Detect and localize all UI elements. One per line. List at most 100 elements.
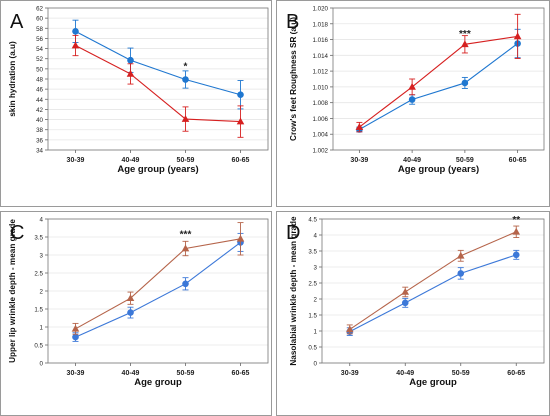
y-axis-title: skin hydration (a.u) bbox=[8, 41, 17, 117]
data-point-triangle bbox=[456, 251, 465, 259]
y-tick-label: 1.010 bbox=[313, 84, 329, 91]
data-point-circle bbox=[127, 56, 134, 64]
data-point-triangle bbox=[513, 32, 522, 40]
y-tick-label: 4 bbox=[40, 217, 44, 224]
y-tick-label: 3 bbox=[40, 253, 44, 260]
series-line-circle bbox=[75, 30, 241, 96]
panel-label: C bbox=[10, 222, 24, 244]
data-point-circle bbox=[127, 309, 134, 316]
x-tick-label: 50-59 bbox=[452, 370, 470, 377]
y-tick-label: 2.5 bbox=[308, 281, 317, 288]
plot-area bbox=[47, 218, 269, 364]
y-tick-label: 1.004 bbox=[313, 132, 329, 139]
data-point-circle bbox=[408, 96, 416, 103]
plot-area bbox=[332, 7, 545, 151]
data-point-circle bbox=[182, 280, 189, 288]
data-point-circle bbox=[457, 270, 465, 277]
data-point-circle bbox=[72, 28, 79, 35]
series-line-circle bbox=[75, 241, 241, 338]
panel-label: A bbox=[10, 11, 24, 33]
y-tick-label: 40 bbox=[36, 117, 43, 124]
y-tick-label: 52 bbox=[36, 56, 43, 63]
y-tick-label: 1.018 bbox=[313, 21, 329, 28]
y-tick-label: 4.5 bbox=[308, 217, 317, 224]
y-tick-label: 1 bbox=[40, 325, 44, 332]
series-line-triangle bbox=[349, 231, 517, 330]
y-tick-label: 1.016 bbox=[313, 37, 329, 44]
y-tick-label: 0.5 bbox=[308, 345, 317, 352]
x-tick-label: 50-59 bbox=[177, 370, 195, 377]
x-tick-label: 40-49 bbox=[122, 157, 140, 164]
significance-marker: *** bbox=[180, 230, 192, 241]
y-tick-label: 0 bbox=[314, 361, 318, 368]
panel-label: D bbox=[286, 222, 300, 244]
series-line-triangle bbox=[75, 238, 241, 330]
y-tick-label: 2 bbox=[40, 289, 44, 296]
x-tick-label: 40-49 bbox=[122, 370, 140, 377]
y-tick-label: 3.5 bbox=[34, 235, 43, 242]
y-tick-label: 38 bbox=[36, 127, 43, 134]
data-point-triangle bbox=[512, 227, 521, 235]
data-point-circle bbox=[512, 251, 520, 259]
significance-marker: *** bbox=[459, 29, 471, 40]
y-tick-label: 1.008 bbox=[313, 100, 329, 107]
data-point-triangle bbox=[126, 294, 135, 301]
x-tick-label: 40-49 bbox=[396, 370, 414, 377]
panel-label: B bbox=[286, 11, 299, 33]
x-tick-label: 50-59 bbox=[177, 157, 195, 164]
y-tick-label: 44 bbox=[36, 97, 43, 104]
y-tick-label: 56 bbox=[36, 36, 43, 43]
data-point-triangle bbox=[355, 123, 364, 130]
y-tick-label: 54 bbox=[36, 46, 43, 53]
data-point-triangle bbox=[345, 325, 354, 333]
x-tick-label: 30-39 bbox=[67, 370, 85, 377]
y-tick-label: 48 bbox=[36, 77, 43, 84]
chart-panel-b: 1.002 1.004 1.006 1.008 1.010 1.012 1.014 1.016… bbox=[276, 0, 550, 207]
data-point-circle bbox=[182, 76, 189, 83]
y-tick-label: 1.006 bbox=[313, 116, 329, 123]
x-tick-label: 40-49 bbox=[403, 157, 421, 164]
data-point-triangle bbox=[236, 117, 245, 125]
data-point-triangle bbox=[401, 287, 410, 295]
x-tick-label: 60-65 bbox=[507, 370, 525, 377]
x-axis-title: Age group bbox=[134, 377, 182, 388]
y-tick-label: 1.5 bbox=[308, 313, 317, 320]
series-line-circle bbox=[349, 254, 517, 333]
x-axis-title: Age group bbox=[409, 377, 457, 388]
data-point-circle bbox=[237, 91, 244, 99]
y-tick-label: 46 bbox=[36, 87, 43, 94]
x-tick-label: 30-39 bbox=[341, 370, 359, 377]
y-tick-label: 1.020 bbox=[313, 6, 329, 13]
y-tick-label: 2.5 bbox=[34, 271, 43, 278]
x-tick-label: 30-39 bbox=[350, 157, 368, 164]
plot-area bbox=[321, 218, 545, 364]
data-point-circle bbox=[401, 299, 409, 307]
data-point-triangle bbox=[181, 115, 190, 122]
y-tick-label: 2 bbox=[314, 297, 318, 304]
y-tick-label: 1.014 bbox=[313, 53, 329, 60]
y-tick-label: 1.012 bbox=[313, 69, 329, 76]
plot-area bbox=[47, 7, 269, 151]
y-tick-label: 1.5 bbox=[34, 307, 43, 314]
y-tick-label: 1 bbox=[314, 329, 318, 336]
x-axis-title: Age group (years) bbox=[398, 164, 479, 175]
y-tick-label: 58 bbox=[36, 26, 43, 33]
panel-frame bbox=[276, 0, 550, 207]
x-axis-title: Age group (years) bbox=[117, 164, 198, 175]
chart-panel-a: 34 36 38 40 42 44 46 48 50 52 54 56 58 60 62 30-39 40-49… bbox=[0, 0, 272, 207]
y-axis-title: Upper lip wrinkle depth - mean grade bbox=[8, 219, 17, 363]
y-tick-label: 34 bbox=[36, 148, 43, 155]
y-tick-label: 50 bbox=[36, 66, 43, 73]
y-tick-label: 62 bbox=[36, 6, 43, 13]
y-tick-label: 4 bbox=[314, 233, 318, 240]
data-point-triangle bbox=[408, 82, 416, 90]
y-axis-title: Nasolabial wrinkle depth - mean grade bbox=[289, 216, 298, 366]
chart-panel-d: 0 0.5 1 1.5 2 2.5 3 3.5 4 4.5 30-39 40-49 50-59 60-65… bbox=[276, 211, 550, 416]
y-tick-label: 3.5 bbox=[308, 249, 317, 256]
data-point-circle bbox=[461, 79, 469, 87]
x-tick-label: 60-65 bbox=[232, 370, 250, 377]
data-point-triangle bbox=[461, 40, 469, 48]
data-point-triangle bbox=[71, 41, 80, 49]
chart-panel-c: 0 0.5 1 1.5 2 2.5 3 3.5 4 30-39 40-49 50-59 60-65 ***… bbox=[0, 211, 272, 416]
